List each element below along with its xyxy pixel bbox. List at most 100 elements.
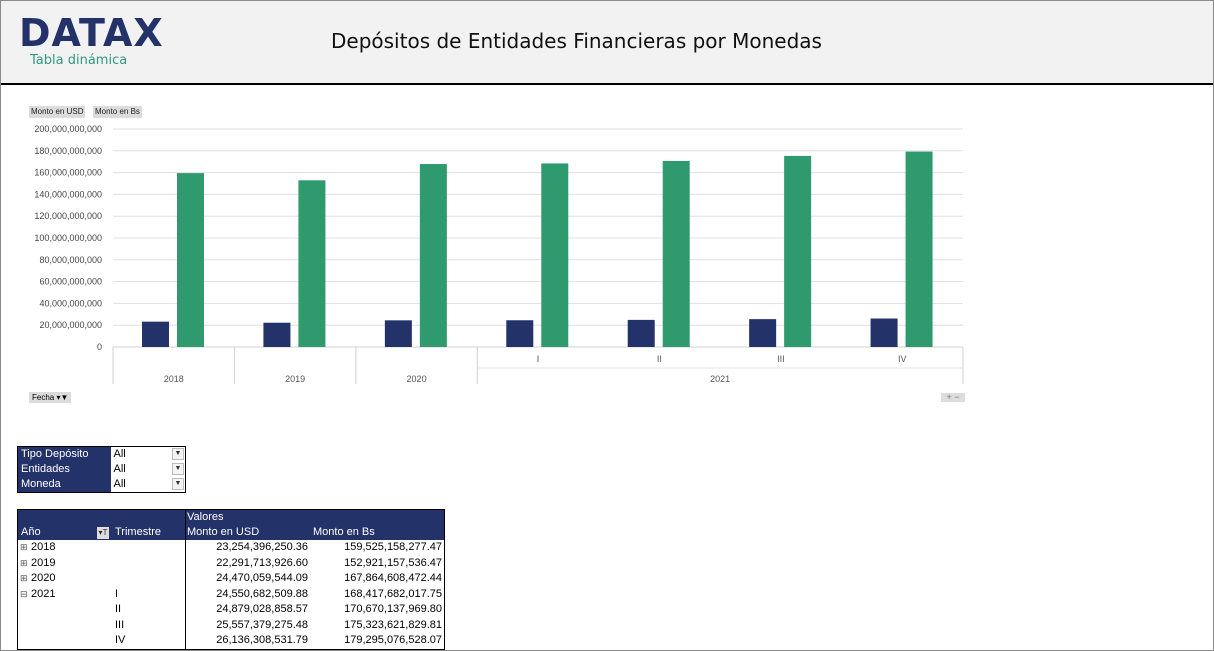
- y-tick-label: 0: [97, 342, 102, 352]
- table-row: IV 26,136,308,531.79 179,295,076,528.07: [18, 633, 444, 649]
- bar-bs: [784, 155, 812, 347]
- usd-cell: 26,136,308,531.79: [216, 634, 308, 646]
- logo: DATAX: [19, 11, 164, 55]
- header: DATAX Tabla dinámica Depósitos de Entida…: [1, 1, 1213, 85]
- bs-cell: 170,670,137,969.80: [344, 603, 442, 615]
- quarter-cell: II: [115, 603, 122, 615]
- table-row: ⊞ 2020 24,470,059,544.09 167,864,608,472…: [18, 571, 444, 587]
- y-tick-label: 120,000,000,000: [34, 211, 102, 221]
- y-tick-label: 40,000,000,000: [39, 298, 102, 308]
- fecha-label: Fecha: [32, 393, 55, 402]
- legend-bs-button[interactable]: Monto en Bs: [93, 106, 142, 118]
- filter-value: All: [113, 463, 126, 475]
- filter-value: All: [113, 448, 126, 460]
- y-tick-label: 140,000,000,000: [34, 189, 102, 199]
- year-cell: 2020: [31, 572, 56, 584]
- bs-cell: 179,295,076,528.07: [344, 634, 442, 646]
- legend-usd-button[interactable]: Monto en USD: [29, 106, 86, 118]
- bar-bs: [662, 160, 690, 347]
- y-tick-label: 20,000,000,000: [39, 320, 102, 330]
- bar-bs: [541, 163, 569, 347]
- expand-toggle-icon[interactable]: ⊟: [20, 588, 28, 599]
- quarter-cell: I: [115, 587, 119, 600]
- filter-label: Tipo Depósito: [17, 446, 111, 462]
- bar-bs: [298, 180, 326, 347]
- usd-cell: 23,254,396,250.36: [216, 541, 308, 553]
- filter-icon: ▾▼: [56, 393, 69, 402]
- year-label: 2018: [164, 374, 184, 384]
- zoom-buttons[interactable]: + −: [941, 393, 965, 402]
- usd-cell: 24,550,682,509.88: [216, 587, 308, 600]
- bar-usd: [627, 319, 655, 347]
- expand-toggle-icon[interactable]: ⊞: [20, 542, 28, 552]
- y-tick-label: 80,000,000,000: [39, 255, 102, 265]
- pivot-table: Valores Año ▾T Trimestre Monto en USD Mo…: [17, 509, 445, 650]
- table-row: ⊞ 2018 23,254,396,250.36 159,525,158,277…: [18, 540, 444, 556]
- bar-bs: [905, 151, 933, 347]
- chevron-down-icon[interactable]: ▼: [172, 448, 184, 460]
- col-quarter: Trimestre: [115, 526, 162, 538]
- filter-row: Moneda All ▼: [17, 477, 186, 493]
- filter-dropdown[interactable]: All ▼: [110, 446, 186, 462]
- bar-chart: 0 20,000,000,000 40,000,000,000 60,000,000,…: [34, 124, 964, 384]
- pivot-header: Valores Año ▾T Trimestre Monto en USD Mo…: [18, 510, 444, 540]
- y-tick-label: 180,000,000,000: [34, 146, 102, 156]
- y-tick-label: 100,000,000,000: [34, 233, 102, 243]
- table-row: III 25,557,379,275.48 175,323,621,829.81: [18, 618, 444, 634]
- year-cell: 2018: [31, 541, 56, 553]
- bar-usd: [263, 322, 291, 347]
- bs-cell: 175,323,621,829.81: [344, 618, 442, 631]
- year-label: 2021: [710, 374, 730, 384]
- bs-cell: 168,417,682,017.75: [344, 587, 442, 600]
- quarter-label: II: [657, 354, 662, 364]
- col-bs: Monto en Bs: [313, 526, 375, 538]
- usd-cell: 25,557,379,275.48: [216, 618, 308, 631]
- bar-bs: [419, 164, 447, 347]
- col-year: Año: [21, 526, 41, 538]
- year-label: 2019: [285, 374, 305, 384]
- y-tick-label: 160,000,000,000: [34, 168, 102, 178]
- y-tick-label: 60,000,000,000: [39, 277, 102, 287]
- quarter-cell: IV: [115, 634, 126, 646]
- quarter-label: III: [777, 354, 785, 364]
- quarter-label: I: [537, 354, 540, 364]
- usd-cell: 22,291,713,926.60: [216, 556, 308, 569]
- year-cell: 2019: [31, 556, 56, 569]
- bar-usd: [384, 320, 412, 347]
- expand-toggle-icon[interactable]: ⊞: [20, 573, 28, 583]
- quarter-label: IV: [898, 354, 907, 364]
- report-filters: Tipo Depósito All ▼ Entidades All ▼ Moneda All ▼: [17, 446, 186, 493]
- logo-subtitle: Tabla dinámica: [30, 53, 128, 68]
- values-label: Valores: [187, 511, 224, 523]
- year-label: 2020: [407, 374, 427, 384]
- column-divider: [185, 510, 186, 649]
- usd-cell: 24,470,059,544.09: [216, 572, 308, 584]
- bar-bs: [177, 173, 204, 347]
- filter-dropdown[interactable]: All ▼: [110, 462, 186, 477]
- filter-label: Moneda: [17, 477, 111, 493]
- bs-cell: 159,525,158,277.47: [344, 541, 442, 553]
- chevron-down-icon[interactable]: ▼: [172, 463, 184, 475]
- expand-toggle-icon[interactable]: ⊞: [20, 557, 28, 568]
- chevron-down-icon[interactable]: ▼: [172, 478, 184, 490]
- bs-cell: 152,921,157,536.47: [344, 556, 442, 569]
- table-row: II 24,879,028,858.57 170,670,137,969.80: [18, 602, 444, 618]
- bar-usd: [506, 320, 534, 347]
- quarter-cell: III: [115, 618, 125, 631]
- usd-cell: 24,879,028,858.57: [216, 603, 308, 615]
- filter-label: Entidades: [17, 462, 111, 477]
- bar-usd: [142, 321, 169, 347]
- bar-usd: [749, 319, 777, 347]
- col-usd: Monto en USD: [187, 526, 260, 538]
- table-row: ⊟ 2021 I 24,550,682,509.88 168,417,682,0…: [18, 587, 444, 603]
- filter-value: All: [113, 478, 126, 490]
- filter-icon[interactable]: ▾T: [97, 527, 109, 539]
- filter-row: Tipo Depósito All ▼: [17, 446, 186, 462]
- table-row: ⊞ 2019 22,291,713,926.60 152,921,157,536…: [18, 556, 444, 572]
- page-title: Depósitos de Entidades Financieras por M…: [331, 29, 822, 53]
- y-tick-label: 200,000,000,000: [34, 124, 102, 134]
- year-cell: 2021: [31, 587, 56, 600]
- fecha-field-button[interactable]: Fecha ▾▼: [29, 392, 72, 403]
- filter-dropdown[interactable]: All ▼: [110, 477, 186, 493]
- bar-usd: [870, 318, 898, 347]
